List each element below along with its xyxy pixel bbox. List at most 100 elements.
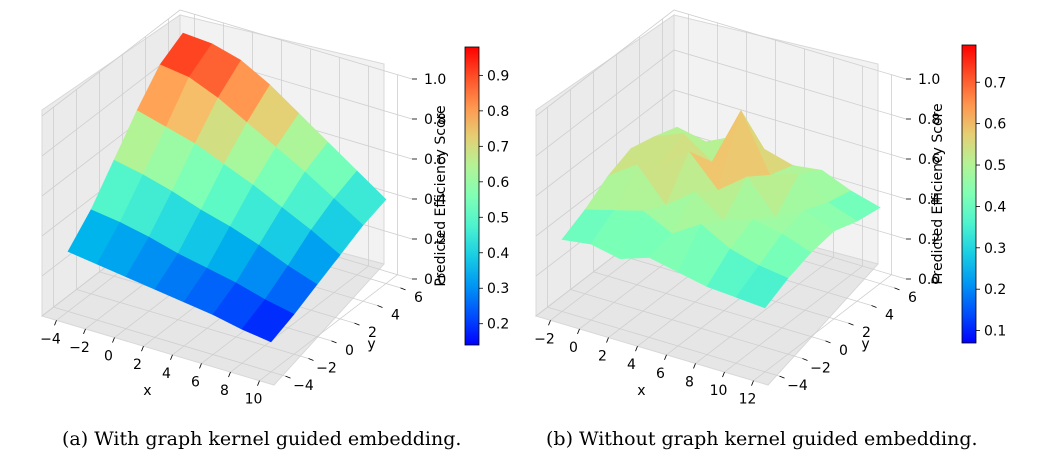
z-tick-label: 0.6: [424, 152, 446, 168]
x-tick-label: −2: [69, 340, 90, 356]
x-tick-label: 8: [685, 374, 694, 390]
colorbar-tick-label: 0.3: [487, 281, 509, 297]
colorbar-tick-label: 0.7: [984, 75, 1006, 91]
y-tick: [377, 305, 383, 308]
x-tick-label: 4: [627, 357, 636, 373]
y-tick: [848, 322, 854, 326]
y-tick: [871, 305, 877, 308]
x-tick-label: 6: [656, 366, 665, 382]
z-grid: [41, 9, 413, 117]
x-tick: [170, 354, 173, 360]
z-grid: [535, 9, 907, 117]
floor-grid-x: [695, 257, 834, 364]
y-tick: [331, 340, 337, 344]
z-grid: [535, 49, 907, 157]
x-tick-label: 6: [191, 374, 200, 390]
floor-grid-y: [547, 306, 780, 377]
floor-grid-y: [53, 306, 286, 377]
y-tick-label: 0: [345, 343, 354, 359]
z-tick-label: 1.0: [424, 72, 446, 88]
x-tick: [257, 380, 260, 386]
colorbar-tick-label: 0.4: [984, 199, 1006, 215]
x-tick: [751, 380, 754, 386]
x-tick-label: 4: [162, 366, 171, 382]
x-tick-label: 12: [739, 392, 757, 408]
x-tick-label: −2: [534, 331, 555, 347]
colorbar-tick-label: 0.6: [984, 117, 1006, 133]
x-tick: [228, 371, 231, 378]
z-tick-label: 1.0: [918, 72, 940, 88]
z-grid: [535, 89, 907, 197]
y-tick: [779, 375, 785, 379]
x-tick: [112, 337, 115, 343]
z-tick-label: 0.0: [918, 272, 940, 288]
y-tick-label: 2: [862, 325, 871, 341]
x-tick-label: 10: [245, 392, 263, 408]
x-tick-label: 10: [710, 383, 728, 399]
floor-grid-x: [259, 274, 398, 382]
y-tick: [308, 358, 314, 361]
caption-a: (a) With graph kernel guided embedding.: [62, 428, 462, 450]
caption-b: (b) Without graph kernel guided embeddin…: [546, 428, 978, 450]
x-tick: [606, 337, 609, 343]
x-tick-label: −4: [40, 331, 61, 347]
y-tick: [400, 287, 406, 291]
y-tick-label: 6: [908, 290, 917, 306]
x-tick: [722, 371, 725, 378]
y-tick-label: −2: [810, 361, 831, 377]
surface-patch: [241, 299, 295, 343]
x-tick-label: 8: [220, 383, 229, 399]
x-tick: [693, 363, 696, 369]
y-tick-label: −4: [293, 378, 314, 394]
colorbar: [961, 44, 977, 344]
surface-patch: [735, 265, 789, 309]
x-tick: [83, 328, 86, 335]
x-tick: [664, 354, 667, 360]
floor-grid-x: [753, 274, 892, 382]
x-tick: [54, 320, 57, 326]
y-axis-label: y: [367, 337, 375, 353]
colorbar: [464, 46, 480, 346]
y-tick-label: 4: [391, 308, 400, 324]
y-tick-label: −2: [316, 361, 337, 377]
colorbar-tick-label: 0.5: [487, 210, 509, 226]
x-tick: [199, 363, 202, 369]
colorbar-tick-label: 0.4: [487, 246, 509, 262]
colorbar-tick-label: 0.6: [487, 175, 509, 191]
x-tick: [577, 328, 580, 335]
y-tick-label: 4: [885, 308, 894, 324]
x-axis-label: x: [143, 383, 151, 399]
y-tick: [285, 375, 291, 379]
y-tick: [354, 322, 360, 326]
z-tick-label: 0.8: [918, 112, 940, 128]
colorbar-tick-label: 0.2: [984, 282, 1006, 298]
colorbar-tick-label: 0.3: [984, 241, 1006, 257]
x-tick-label: 0: [569, 340, 578, 356]
colorbar-tick-label: 0.1: [984, 324, 1006, 340]
colorbar-tick-label: 0.2: [487, 317, 509, 333]
colorbar-tick-label: 0.7: [487, 139, 509, 155]
floor-grid-y: [593, 271, 826, 342]
x-tick: [141, 346, 144, 352]
y-tick-label: −4: [787, 378, 808, 394]
floor-grid-x: [724, 265, 863, 373]
z-tick-label: 0.2: [918, 232, 940, 248]
floor-grid-y: [76, 289, 309, 359]
x-tick: [635, 346, 638, 352]
x-tick-label: 2: [598, 349, 607, 365]
floor-grid-x: [230, 265, 369, 373]
x-tick: [548, 320, 551, 326]
z-tick-label: 0.4: [424, 192, 446, 208]
y-tick-label: 2: [368, 325, 377, 341]
floor-grid-y: [570, 289, 803, 359]
x-tick-label: 2: [133, 357, 142, 373]
x-tick-label: 0: [104, 349, 113, 365]
x-axis-label: x: [637, 383, 645, 399]
colorbar-label: Predicted Efficiency Score: [433, 105, 449, 286]
z-tick-label: 0.6: [918, 152, 940, 168]
surface: [67, 32, 387, 343]
colorbar-tick-label: 0.8: [487, 104, 509, 120]
